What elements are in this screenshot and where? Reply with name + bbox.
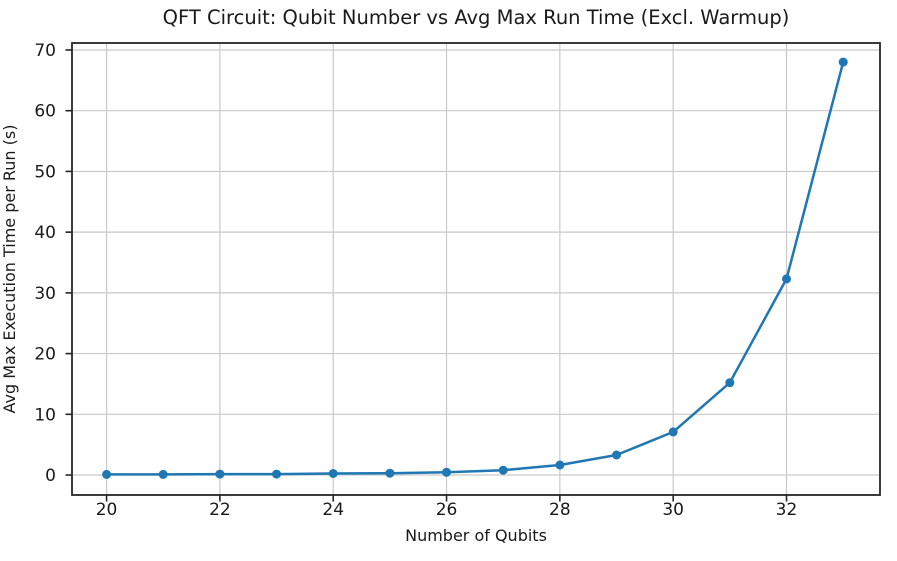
y-tick-label: 0 [45, 466, 56, 486]
data-point-marker [328, 469, 338, 478]
data-point-marker [668, 427, 678, 437]
x-tick-label: 28 [549, 500, 571, 520]
data-point-marker [498, 465, 508, 475]
axes-spines [71, 42, 881, 496]
x-tick-label: 22 [209, 500, 231, 520]
data-point-marker [102, 469, 112, 479]
x-tick-label: 30 [662, 500, 684, 520]
data-point-marker [158, 469, 168, 479]
x-tick-label: 32 [776, 500, 798, 520]
y-tick-label: 50 [34, 162, 56, 182]
y-tick-label: 70 [34, 41, 56, 61]
data-point-marker [215, 469, 225, 479]
y-tick-label: 20 [34, 345, 56, 365]
data-point-marker [725, 378, 735, 388]
data-point-marker [612, 450, 621, 460]
x-axis-label: Number of Qubits [405, 526, 547, 545]
x-tick-label: 26 [436, 500, 458, 520]
x-tick-label: 20 [96, 500, 118, 520]
data-point-marker [272, 469, 281, 479]
data-point-marker [782, 274, 791, 284]
y-tick-label: 30 [34, 284, 56, 304]
y-tick-label: 10 [34, 405, 56, 425]
data-point-marker [385, 468, 395, 478]
data-point-marker [838, 57, 848, 67]
data-point-marker [555, 460, 565, 470]
chart-title: QFT Circuit: Qubit Number vs Avg Max Run… [162, 6, 790, 29]
x-tick-label: 24 [322, 500, 344, 520]
data-point-marker [442, 467, 451, 477]
y-tick-label: 60 [34, 102, 56, 122]
y-tick-label: 40 [34, 223, 56, 243]
series-line [105, 60, 845, 476]
